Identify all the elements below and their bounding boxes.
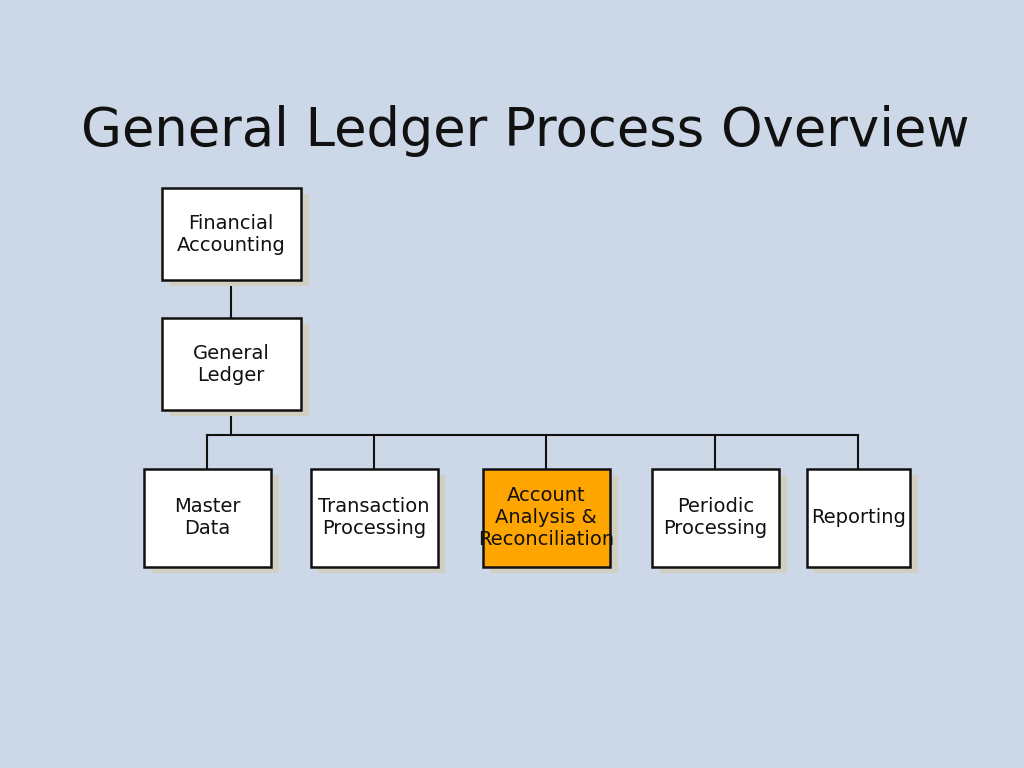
FancyBboxPatch shape [152,475,279,573]
Text: General Ledger Process Overview: General Ledger Process Overview [81,104,969,157]
FancyBboxPatch shape [162,319,301,410]
Text: General
Ledger: General Ledger [193,344,269,385]
FancyBboxPatch shape [170,194,308,286]
FancyBboxPatch shape [482,469,609,567]
Text: Master
Data: Master Data [174,498,241,538]
Text: Financial
Accounting: Financial Accounting [177,214,286,254]
FancyBboxPatch shape [170,324,308,416]
Text: Periodic
Processing: Periodic Processing [664,498,767,538]
FancyBboxPatch shape [807,469,909,567]
Text: Reporting: Reporting [811,508,905,528]
FancyBboxPatch shape [143,469,270,567]
FancyBboxPatch shape [814,475,918,573]
Text: Transaction
Processing: Transaction Processing [318,498,430,538]
FancyBboxPatch shape [310,469,437,567]
FancyBboxPatch shape [659,475,786,573]
FancyBboxPatch shape [318,475,445,573]
Text: Account
Analysis &
Reconciliation: Account Analysis & Reconciliation [478,486,614,549]
FancyBboxPatch shape [490,475,617,573]
FancyBboxPatch shape [652,469,779,567]
FancyBboxPatch shape [162,188,301,280]
